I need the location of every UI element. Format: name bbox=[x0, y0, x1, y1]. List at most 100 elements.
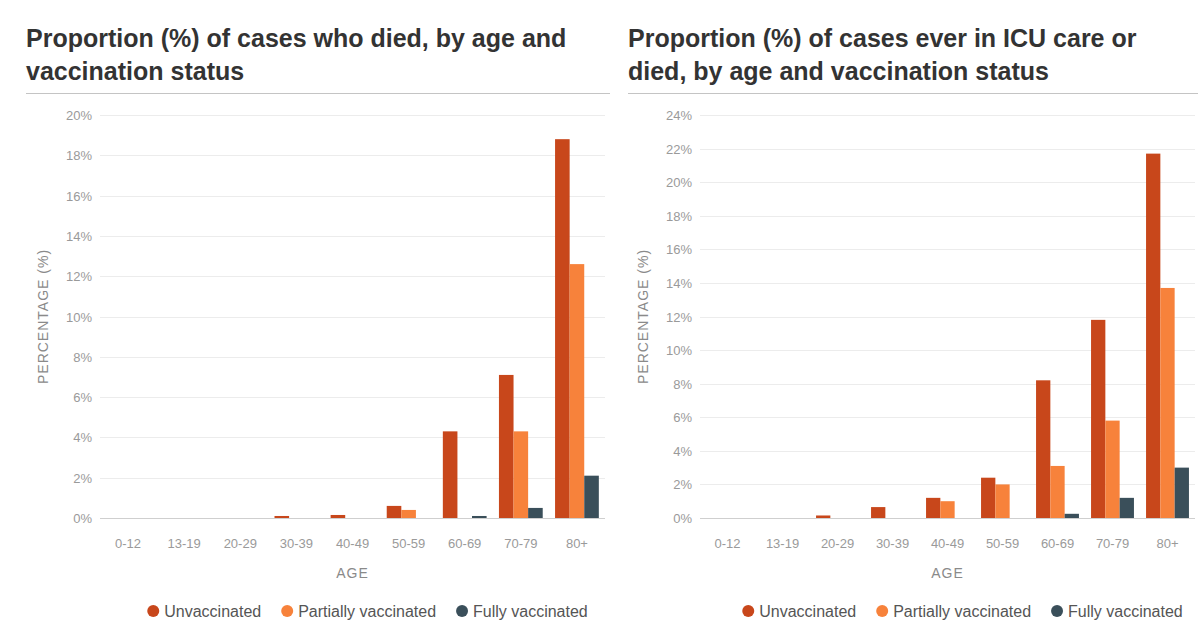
bar bbox=[499, 375, 514, 518]
x-tick-label: 50-59 bbox=[392, 536, 425, 551]
chart-title: Proportion (%) of cases ever in ICU care… bbox=[628, 22, 1196, 88]
grid-line bbox=[700, 283, 1195, 284]
grid-line bbox=[100, 276, 605, 277]
bar bbox=[871, 507, 885, 518]
grid-line bbox=[700, 317, 1195, 318]
bar bbox=[275, 516, 290, 518]
y-tick-label: 0% bbox=[73, 511, 92, 526]
y-tick-label: 8% bbox=[73, 350, 92, 365]
legend-label: Unvaccinated bbox=[164, 603, 261, 620]
grid-line bbox=[100, 437, 605, 438]
bar bbox=[1160, 288, 1174, 518]
bar bbox=[177, 518, 192, 519]
bar bbox=[218, 518, 233, 519]
legend-swatch bbox=[1051, 605, 1063, 617]
bar bbox=[900, 518, 914, 519]
grid-line bbox=[100, 155, 605, 156]
bar bbox=[706, 518, 720, 519]
grid-line bbox=[700, 216, 1195, 217]
bar bbox=[1146, 154, 1160, 518]
x-tick-label: 80+ bbox=[1156, 536, 1178, 551]
bar bbox=[162, 518, 177, 519]
x-tick-label: 30-39 bbox=[280, 536, 313, 551]
x-tick-label: 13-19 bbox=[766, 536, 799, 551]
bar bbox=[1105, 421, 1119, 518]
bar bbox=[472, 516, 487, 518]
y-tick-label: 14% bbox=[66, 229, 92, 244]
bar bbox=[926, 498, 940, 518]
bar bbox=[457, 518, 472, 519]
y-tick-label: 4% bbox=[73, 430, 92, 445]
bar bbox=[584, 476, 599, 518]
y-tick-label: 18% bbox=[66, 148, 92, 163]
bar bbox=[387, 506, 402, 518]
bar bbox=[981, 478, 995, 518]
y-tick-label: 12% bbox=[666, 310, 692, 325]
bar bbox=[248, 518, 263, 519]
bar bbox=[528, 508, 543, 518]
legend-swatch bbox=[456, 605, 468, 617]
x-tick-label: 70-79 bbox=[1096, 536, 1129, 551]
y-tick-label: 16% bbox=[666, 242, 692, 257]
bar bbox=[940, 501, 954, 518]
x-axis-title: AGE bbox=[336, 565, 369, 581]
bar bbox=[416, 518, 431, 519]
page: {"chart_data": [ {"type": "bar", "title"… bbox=[0, 0, 1200, 628]
grid-line bbox=[700, 182, 1195, 183]
x-tick-label: 30-39 bbox=[876, 536, 909, 551]
bar bbox=[570, 264, 585, 518]
bar bbox=[1050, 466, 1064, 518]
x-tick-label: 70-79 bbox=[504, 536, 537, 551]
y-tick-label: 2% bbox=[673, 477, 692, 492]
y-tick-label: 18% bbox=[666, 209, 692, 224]
legend: UnvaccinatedPartially vaccinatedFully va… bbox=[147, 603, 588, 620]
grid-line bbox=[700, 115, 1195, 116]
grid-line bbox=[700, 249, 1195, 250]
bar bbox=[233, 518, 248, 519]
y-tick-label: 0% bbox=[673, 511, 692, 526]
chart-title: Proportion (%) of cases who died, by age… bbox=[26, 22, 608, 88]
bar bbox=[885, 518, 899, 519]
bar bbox=[514, 431, 529, 518]
bar bbox=[331, 515, 346, 518]
legend-swatch bbox=[876, 605, 888, 617]
bar bbox=[289, 518, 304, 519]
y-tick-label: 20% bbox=[66, 108, 92, 123]
y-tick-label: 8% bbox=[673, 377, 692, 392]
bar bbox=[830, 518, 844, 519]
legend-label: Partially vaccinated bbox=[893, 603, 1031, 620]
grid-line bbox=[700, 484, 1195, 485]
legend-swatch bbox=[742, 605, 754, 617]
x-tick-label: 60-69 bbox=[448, 536, 481, 551]
bar bbox=[790, 518, 804, 519]
legend-label: Partially vaccinated bbox=[298, 603, 436, 620]
bar bbox=[1065, 514, 1079, 518]
chart-panel: 0%2%4%6%8%10%12%14%16%18%20%22%24%PERCEN… bbox=[628, 0, 1200, 628]
chart-svg: 0%2%4%6%8%10%12%14%16%18%20%PERCENTAGE (… bbox=[0, 0, 612, 628]
y-tick-label: 2% bbox=[73, 471, 92, 486]
x-tick-label: 40-49 bbox=[931, 536, 964, 551]
grid-line bbox=[100, 397, 605, 398]
chart-panel: 0%2%4%6%8%10%12%14%16%18%20%PERCENTAGE (… bbox=[0, 0, 612, 628]
y-axis-title: PERCENTAGE (%) bbox=[635, 249, 651, 384]
bar bbox=[995, 484, 1009, 518]
bar bbox=[360, 518, 375, 519]
x-tick-label: 60-69 bbox=[1041, 536, 1074, 551]
y-tick-label: 24% bbox=[666, 108, 692, 123]
grid-line bbox=[100, 196, 605, 197]
y-tick-label: 16% bbox=[66, 189, 92, 204]
grid-line bbox=[700, 451, 1195, 452]
x-tick-label: 13-19 bbox=[168, 536, 201, 551]
bars bbox=[275, 139, 599, 518]
bar bbox=[345, 518, 360, 519]
bar bbox=[845, 518, 859, 519]
legend-label: Unvaccinated bbox=[759, 603, 856, 620]
legend: UnvaccinatedPartially vaccinatedFully va… bbox=[742, 603, 1183, 620]
bar bbox=[443, 431, 458, 518]
y-tick-label: 14% bbox=[666, 276, 692, 291]
bar bbox=[816, 515, 830, 518]
bar bbox=[735, 518, 749, 519]
bar bbox=[761, 518, 775, 519]
y-tick-label: 10% bbox=[66, 310, 92, 325]
chart-svg: 0%2%4%6%8%10%12%14%16%18%20%22%24%PERCEN… bbox=[628, 0, 1200, 628]
